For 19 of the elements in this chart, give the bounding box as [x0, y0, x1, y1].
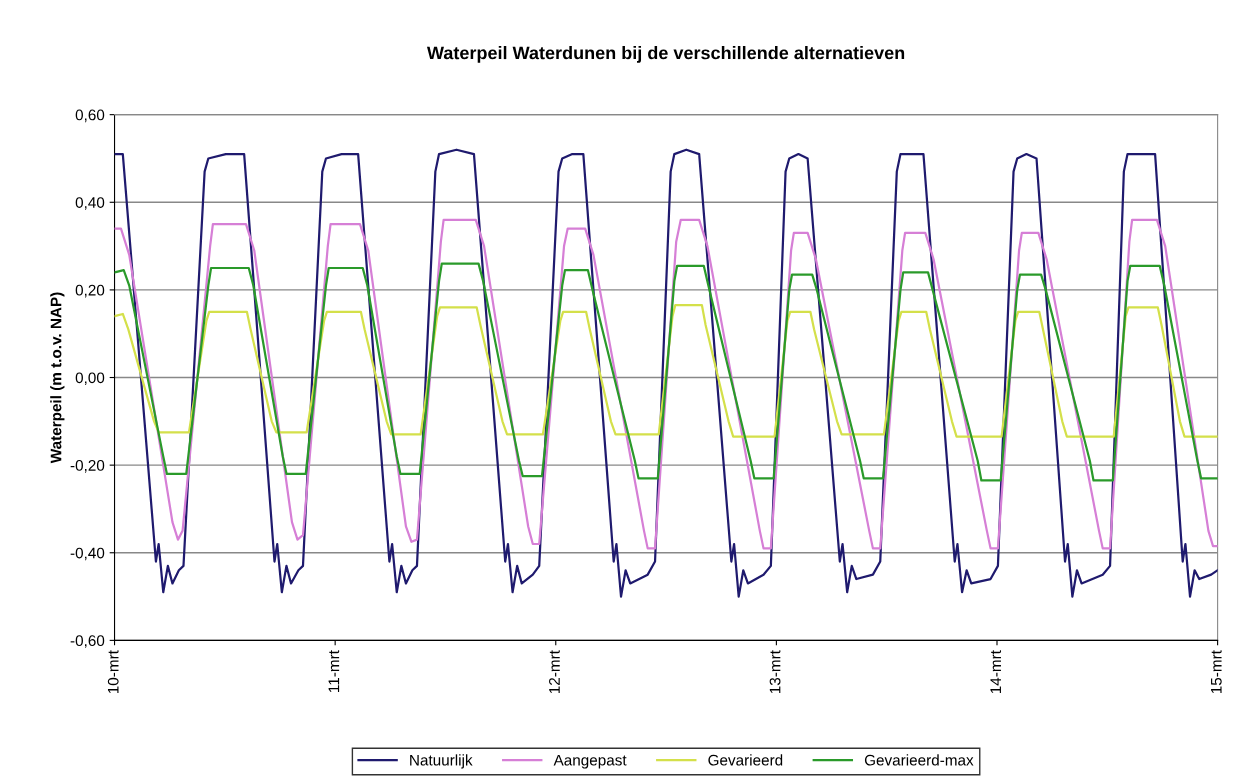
y-axis-title: Waterpeil (m t.o.v. NAP): [50, 292, 65, 464]
x-tick-label: 14-mrt: [990, 650, 1002, 694]
y-tick-label: 0,20: [75, 284, 105, 298]
x-tick-label: 13-mrt: [769, 650, 781, 694]
x-tick-label: 15-mrt: [1211, 650, 1222, 694]
x-tick-label: 11-mrt: [328, 650, 340, 692]
legend-label: Natuurlijk: [410, 754, 473, 769]
y-tick-label: -0,60: [70, 635, 105, 648]
legend-label: Gevarieerd: [708, 754, 783, 766]
y-tick-label: -0,40: [70, 547, 105, 561]
y-tick-label: 0,40: [75, 197, 105, 210]
x-tick-label: 12-mrt: [549, 650, 560, 694]
x-tick-label: 10-mrt: [107, 650, 119, 694]
y-tick-label: 0,60: [75, 109, 105, 123]
y-tick-label: 0,00: [75, 372, 105, 386]
legend-label: Gevarieerd-max: [864, 754, 974, 766]
chart-title: Waterpeil Waterdunen bij de verschillende alternatieven: [426, 46, 905, 63]
legend-label: Aangepast: [553, 754, 627, 769]
y-tick-label: -0,20: [70, 460, 105, 473]
